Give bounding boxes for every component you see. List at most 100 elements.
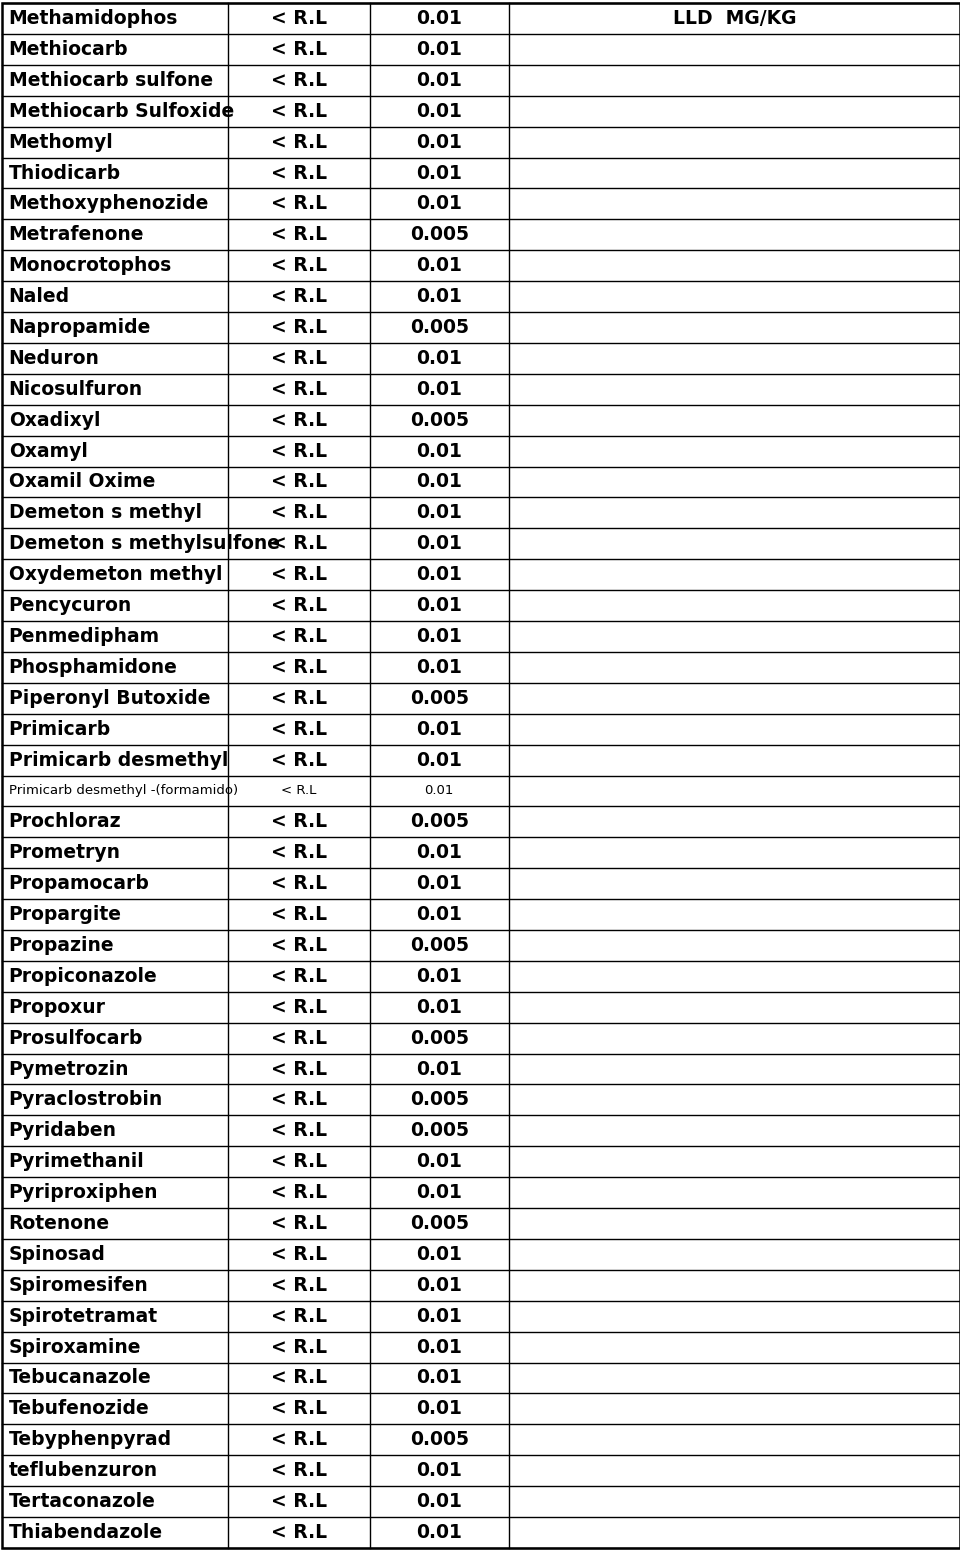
Text: Spinosad: Spinosad — [9, 1245, 106, 1264]
Text: 0.01: 0.01 — [417, 997, 462, 1017]
Text: < R.L: < R.L — [271, 1399, 327, 1418]
Text: < R.L: < R.L — [271, 906, 327, 924]
Text: < R.L: < R.L — [271, 1090, 327, 1109]
Text: 0.01: 0.01 — [417, 1245, 462, 1264]
Text: < R.L: < R.L — [271, 102, 327, 121]
Text: Prochloraz: Prochloraz — [9, 813, 121, 831]
Text: 0.01: 0.01 — [417, 1461, 462, 1480]
Text: 0.005: 0.005 — [410, 1214, 468, 1233]
Text: < R.L: < R.L — [271, 1276, 327, 1295]
Text: Propargite: Propargite — [9, 906, 122, 924]
Text: Napropamide: Napropamide — [9, 318, 151, 337]
Text: < R.L: < R.L — [271, 1461, 327, 1480]
Text: Penmedipham: Penmedipham — [9, 627, 159, 645]
Text: Methomyl: Methomyl — [9, 133, 113, 152]
Text: 0.01: 0.01 — [417, 627, 462, 645]
Text: < R.L: < R.L — [271, 225, 327, 245]
Text: < R.L: < R.L — [271, 534, 327, 554]
Text: 0.01: 0.01 — [417, 1276, 462, 1295]
Text: Rotenone: Rotenone — [9, 1214, 109, 1233]
Text: 0.005: 0.005 — [410, 1028, 468, 1047]
Text: < R.L: < R.L — [271, 71, 327, 90]
Text: Neduron: Neduron — [9, 349, 100, 368]
Text: < R.L: < R.L — [271, 935, 327, 955]
Text: < R.L: < R.L — [271, 380, 327, 399]
Text: < R.L: < R.L — [271, 194, 327, 214]
Text: < R.L: < R.L — [271, 504, 327, 523]
Text: < R.L: < R.L — [271, 1245, 327, 1264]
Text: 0.01: 0.01 — [417, 844, 462, 862]
Text: 0.01: 0.01 — [417, 1183, 462, 1202]
Text: 0.005: 0.005 — [410, 813, 468, 831]
Text: Tebufenozide: Tebufenozide — [9, 1399, 150, 1418]
Text: 0.01: 0.01 — [417, 194, 462, 214]
Text: 0.01: 0.01 — [417, 658, 462, 676]
Text: < R.L: < R.L — [271, 256, 327, 275]
Text: 0.01: 0.01 — [417, 1152, 462, 1171]
Text: 0.01: 0.01 — [417, 565, 462, 585]
Text: < R.L: < R.L — [271, 720, 327, 738]
Text: Nicosulfuron: Nicosulfuron — [9, 380, 143, 399]
Text: Thiodicarb: Thiodicarb — [9, 163, 121, 183]
Text: Primicarb: Primicarb — [9, 720, 111, 738]
Text: < R.L: < R.L — [271, 1028, 327, 1047]
Text: 0.01: 0.01 — [417, 473, 462, 492]
Text: 0.01: 0.01 — [417, 349, 462, 368]
Text: < R.L: < R.L — [271, 1430, 327, 1449]
Text: < R.L: < R.L — [271, 1492, 327, 1511]
Text: 0.01: 0.01 — [417, 504, 462, 523]
Text: Tertaconazole: Tertaconazole — [9, 1492, 156, 1511]
Text: Phosphamidone: Phosphamidone — [9, 658, 178, 676]
Text: Monocrotophos: Monocrotophos — [9, 256, 172, 275]
Text: Methamidophos: Methamidophos — [9, 9, 178, 28]
Text: Prosulfocarb: Prosulfocarb — [9, 1028, 143, 1047]
Text: < R.L: < R.L — [281, 785, 317, 797]
Text: 0.01: 0.01 — [417, 751, 462, 769]
Text: < R.L: < R.L — [271, 1183, 327, 1202]
Text: Piperonyl Butoxide: Piperonyl Butoxide — [9, 689, 210, 707]
Text: Primicarb desmethyl: Primicarb desmethyl — [9, 751, 228, 769]
Text: 0.01: 0.01 — [417, 596, 462, 616]
Text: 0.005: 0.005 — [410, 318, 468, 337]
Text: 0.01: 0.01 — [417, 1399, 462, 1418]
Text: 0.005: 0.005 — [410, 225, 468, 245]
Text: Demeton s methylsulfone: Demeton s methylsulfone — [9, 534, 279, 554]
Text: Propoxur: Propoxur — [9, 997, 106, 1017]
Text: < R.L: < R.L — [271, 1368, 327, 1388]
Text: < R.L: < R.L — [271, 875, 327, 893]
Text: 0.01: 0.01 — [417, 9, 462, 28]
Text: Metrafenone: Metrafenone — [9, 225, 144, 245]
Text: 0.005: 0.005 — [410, 1121, 468, 1140]
Text: 0.01: 0.01 — [417, 534, 462, 554]
Text: Methiocarb: Methiocarb — [9, 40, 129, 59]
Text: 0.005: 0.005 — [410, 1430, 468, 1449]
Text: Pyraclostrobin: Pyraclostrobin — [9, 1090, 163, 1109]
Text: < R.L: < R.L — [271, 163, 327, 183]
Text: 0.01: 0.01 — [424, 785, 454, 797]
Text: Pymetrozin: Pymetrozin — [9, 1059, 130, 1078]
Text: Primicarb desmethyl -(formamido): Primicarb desmethyl -(formamido) — [9, 785, 238, 797]
Text: 0.01: 0.01 — [417, 40, 462, 59]
Text: 0.01: 0.01 — [417, 875, 462, 893]
Text: < R.L: < R.L — [271, 813, 327, 831]
Text: 0.01: 0.01 — [417, 966, 462, 986]
Text: < R.L: < R.L — [271, 318, 327, 337]
Text: Propamocarb: Propamocarb — [9, 875, 150, 893]
Text: 0.005: 0.005 — [410, 935, 468, 955]
Text: Oxamyl: Oxamyl — [9, 442, 87, 461]
Text: Oxamil Oxime: Oxamil Oxime — [9, 473, 155, 492]
Text: < R.L: < R.L — [271, 40, 327, 59]
Text: < R.L: < R.L — [271, 411, 327, 430]
Text: < R.L: < R.L — [271, 844, 327, 862]
Text: < R.L: < R.L — [271, 287, 327, 306]
Text: 0.01: 0.01 — [417, 133, 462, 152]
Text: < R.L: < R.L — [271, 751, 327, 769]
Text: LLD  MG/KG: LLD MG/KG — [673, 9, 796, 28]
Text: Naled: Naled — [9, 287, 70, 306]
Text: Spiromesifen: Spiromesifen — [9, 1276, 149, 1295]
Text: Prometryn: Prometryn — [9, 844, 121, 862]
Text: < R.L: < R.L — [271, 349, 327, 368]
Text: < R.L: < R.L — [271, 1306, 327, 1326]
Text: < R.L: < R.L — [271, 1523, 327, 1542]
Text: Pyriproxiphen: Pyriproxiphen — [9, 1183, 158, 1202]
